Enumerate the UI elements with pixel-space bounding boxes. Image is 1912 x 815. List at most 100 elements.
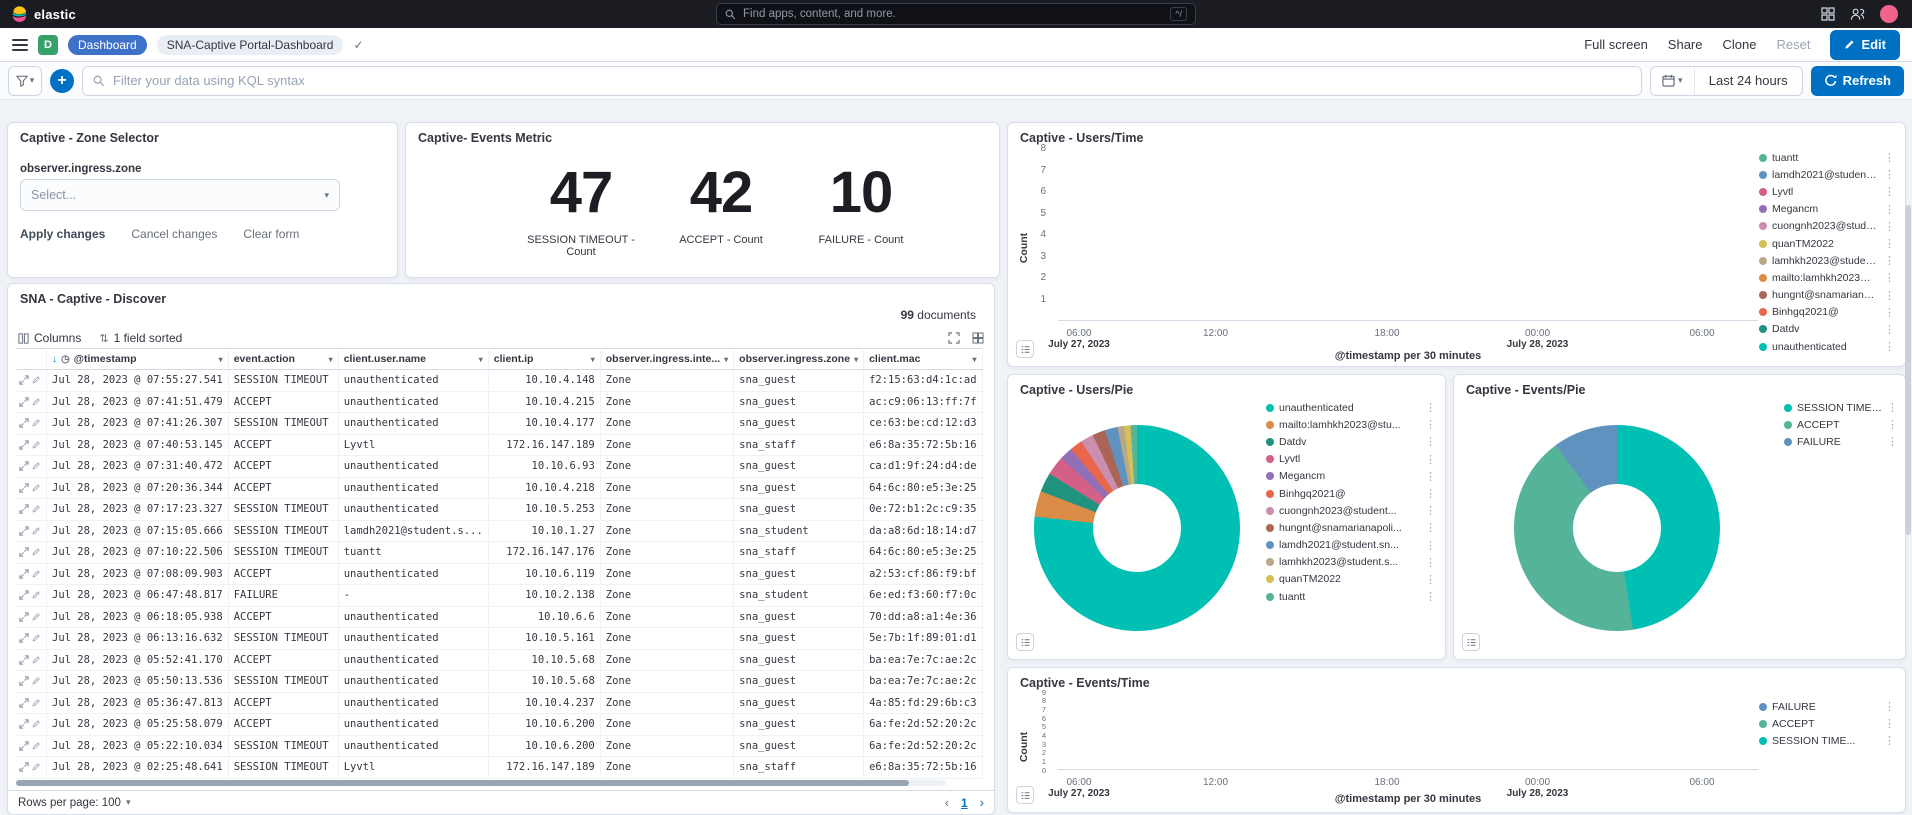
column-header[interactable]: observer.ingress.inte... ▾ [600,348,735,370]
legend-menu-icon[interactable]: ⋮ [1425,522,1436,535]
legend-item[interactable]: Binhgq2021@ ⋮ [1266,485,1436,502]
legend-menu-icon[interactable]: ⋮ [1884,186,1895,199]
expand-row-icon[interactable] [19,655,29,665]
panel-options-icon[interactable] [1016,786,1034,804]
expand-row-icon[interactable] [19,547,29,557]
integrations-icon[interactable] [1821,7,1835,21]
edit-row-icon[interactable] [31,698,41,708]
table-row[interactable]: Jul 28, 2023 @ 06:13:16.632 SESSION TIMEO… [16,627,983,650]
legend-item[interactable]: lamdh2021@student.sn... ⋮ [1266,537,1436,554]
legend-item[interactable]: ACCEPT ⋮ [1784,416,1898,433]
legend-item[interactable]: FAILURE ⋮ [1759,698,1895,715]
expand-row-icon[interactable] [19,526,29,536]
user-avatar[interactable] [1880,5,1898,23]
edit-row-icon[interactable] [31,461,41,471]
chevron-down-icon[interactable]: ▾ [590,354,595,364]
expand-row-icon[interactable] [19,418,29,428]
table-row[interactable]: Jul 28, 2023 @ 07:31:40.472 ACCEPT unauthe… [16,455,983,478]
chevron-down-icon[interactable]: ▾ [218,354,223,364]
panel-options-icon[interactable] [1016,340,1034,358]
legend-item[interactable]: Lyvtl ⋮ [1266,451,1436,468]
table-row[interactable]: Jul 28, 2023 @ 07:20:36.344 ACCEPT unauthe… [16,477,983,499]
legend-item[interactable]: SESSION TIME... ⋮ [1759,732,1895,749]
expand-row-icon[interactable] [19,590,29,600]
prev-page-icon[interactable]: ‹ [944,795,949,810]
legend-menu-icon[interactable]: ⋮ [1425,556,1436,569]
reset-button[interactable]: Reset [1776,37,1811,52]
full-screen-button[interactable]: Full screen [1584,37,1648,52]
expand-row-icon[interactable] [19,741,29,751]
edit-row-icon[interactable] [31,483,41,493]
panel-options-icon[interactable] [1462,633,1480,651]
expand-row-icon[interactable] [19,719,29,729]
legend-item[interactable]: unauthenticated ⋮ [1759,338,1895,355]
display-options-icon[interactable] [972,332,984,344]
expand-row-icon[interactable] [19,569,29,579]
table-row[interactable]: Jul 28, 2023 @ 07:40:53.145 ACCEPT Lyvtl 17… [16,434,983,456]
column-header[interactable]: event.action ▾ [228,348,339,370]
legend-item[interactable]: lamhkh2023@student... ⋮ [1759,252,1895,269]
legend-menu-icon[interactable]: ⋮ [1425,453,1436,466]
users-icon[interactable] [1850,7,1865,21]
table-row[interactable]: Jul 28, 2023 @ 06:47:48.817 FAILURE -10.10… [16,584,983,607]
clear-form-button[interactable]: Clear form [243,227,300,241]
legend-item[interactable]: ACCEPT ⋮ [1759,715,1895,732]
legend-menu-icon[interactable]: ⋮ [1884,289,1895,302]
page-scrollbar[interactable] [1905,205,1911,535]
legend-item[interactable]: tuantt ⋮ [1266,588,1436,605]
table-row[interactable]: Jul 28, 2023 @ 05:52:41.170 ACCEPT unauthe… [16,649,983,671]
donut-chart[interactable] [1514,425,1720,631]
edit-row-icon[interactable] [31,547,41,557]
legend-menu-icon[interactable]: ⋮ [1425,419,1436,432]
legend-item[interactable]: mailto:lamhkh2023@stu... ⋮ [1266,416,1436,433]
global-search-input[interactable]: Find apps, content, and more. ^/ [716,3,1196,25]
legend-item[interactable]: cuongnh2023@stude... ⋮ [1759,218,1895,235]
expand-row-icon[interactable] [19,461,29,471]
expand-row-icon[interactable] [19,612,29,622]
legend-menu-icon[interactable]: ⋮ [1884,152,1895,165]
panel-options-icon[interactable] [1016,633,1034,651]
edit-row-icon[interactable] [31,633,41,643]
legend-item[interactable]: tuantt ⋮ [1759,149,1895,166]
legend-item[interactable]: unauthenticated ⋮ [1266,399,1436,416]
legend-menu-icon[interactable]: ⋮ [1425,591,1436,604]
legend-item[interactable]: Datdv ⋮ [1266,433,1436,450]
legend-item[interactable]: Lyvtl ⋮ [1759,183,1895,200]
legend-item[interactable]: quanTM2022 ⋮ [1266,571,1436,588]
cancel-changes-button[interactable]: Cancel changes [131,227,218,241]
chevron-down-icon[interactable]: ▾ [724,354,729,364]
legend-item[interactable]: Binhgq2021@ ⋮ [1759,304,1895,321]
edit-row-icon[interactable] [31,440,41,450]
time-range-button[interactable]: Last 24 hours [1708,73,1788,88]
edit-row-icon[interactable] [31,397,41,407]
edit-row-icon[interactable] [31,741,41,751]
legend-item[interactable]: Datdv ⋮ [1759,321,1895,338]
legend-item[interactable]: mailto:lamhkh2023@s... ⋮ [1759,269,1895,286]
expand-row-icon[interactable] [19,633,29,643]
legend-menu-icon[interactable]: ⋮ [1884,701,1895,714]
legend-menu-icon[interactable]: ⋮ [1425,402,1436,415]
edit-row-icon[interactable] [31,612,41,622]
legend-menu-icon[interactable]: ⋮ [1884,169,1895,182]
clone-button[interactable]: Clone [1722,37,1757,52]
sort-fields-button[interactable]: ⇅ 1 field sorted [99,331,182,345]
filter-menu-button[interactable]: ▾ [8,65,42,96]
menu-icon[interactable] [12,38,28,51]
scrollbar-thumb[interactable] [16,780,909,786]
legend-menu-icon[interactable]: ⋮ [1884,272,1895,285]
refresh-button[interactable]: Refresh [1810,65,1904,96]
legend-menu-icon[interactable]: ⋮ [1884,306,1895,319]
edit-row-icon[interactable] [31,526,41,536]
edit-row-icon[interactable] [31,418,41,428]
expand-row-icon[interactable] [19,676,29,686]
chevron-down-icon[interactable]: ▾ [854,354,859,364]
table-row[interactable]: Jul 28, 2023 @ 07:08:09.903 ACCEPT unauthe… [16,563,983,585]
add-filter-button[interactable]: + [50,68,74,93]
edit-row-icon[interactable] [31,676,41,686]
calendar-button[interactable]: ▾ [1651,66,1695,95]
table-row[interactable]: Jul 28, 2023 @ 05:50:13.536 SESSION TIMEO… [16,670,983,693]
table-row[interactable]: Jul 28, 2023 @ 05:22:10.034 SESSION TIMEO… [16,735,983,757]
legend-item[interactable]: quanTM2022 ⋮ [1759,235,1895,252]
legend-item[interactable]: lamdh2021@student.s... ⋮ [1759,166,1895,183]
